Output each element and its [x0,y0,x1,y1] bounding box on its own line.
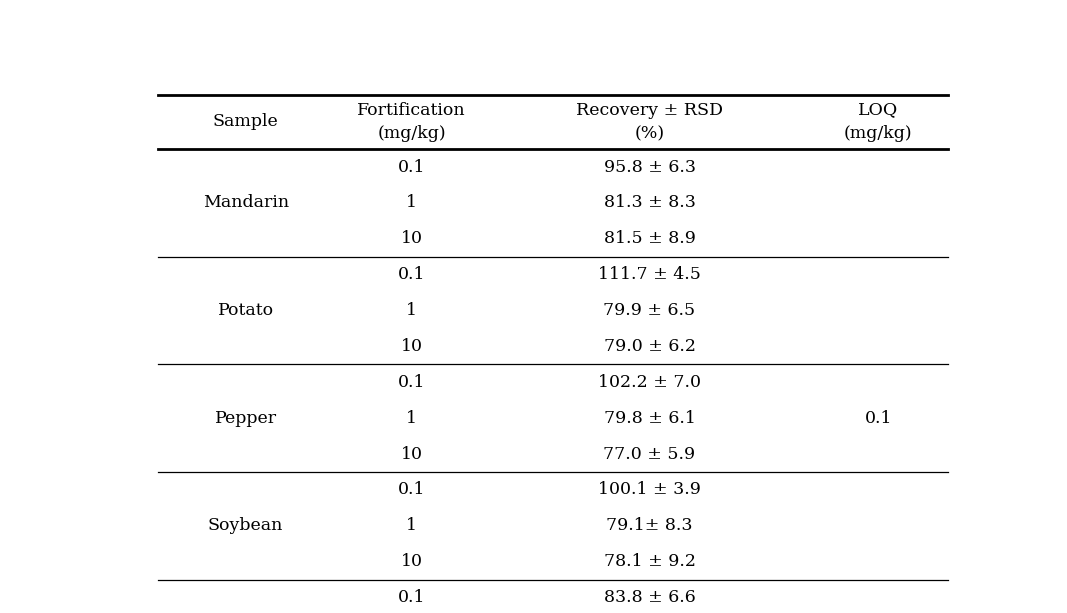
Text: 1: 1 [407,194,417,211]
Text: 111.7 ± 4.5: 111.7 ± 4.5 [599,266,701,283]
Text: (mg/kg): (mg/kg) [844,125,912,142]
Text: 0.1: 0.1 [398,159,426,175]
Text: 10: 10 [401,446,423,462]
Text: 79.9 ± 6.5: 79.9 ± 6.5 [604,302,696,319]
Text: 81.5 ± 8.9: 81.5 ± 8.9 [604,230,696,247]
Text: 10: 10 [401,230,423,247]
Text: 0.1: 0.1 [398,481,426,498]
Text: (mg/kg): (mg/kg) [378,125,446,142]
Text: Recovery ± RSD: Recovery ± RSD [576,102,723,119]
Text: Soybean: Soybean [208,517,284,535]
Text: 10: 10 [401,553,423,570]
Text: 79.0 ± 6.2: 79.0 ± 6.2 [604,338,696,355]
Text: (%): (%) [635,125,665,142]
Text: 83.8 ± 6.6: 83.8 ± 6.6 [604,589,696,606]
Text: LOQ: LOQ [858,102,898,119]
Text: Pepper: Pepper [214,409,276,427]
Text: 10: 10 [401,338,423,355]
Text: 0.1: 0.1 [864,409,892,427]
Text: 0.1: 0.1 [398,374,426,390]
Text: 95.8 ± 6.3: 95.8 ± 6.3 [604,159,696,175]
Text: Potato: Potato [218,302,274,319]
Text: 77.0 ± 5.9: 77.0 ± 5.9 [604,446,696,462]
Text: 100.1 ± 3.9: 100.1 ± 3.9 [599,481,701,498]
Text: 1: 1 [407,517,417,535]
Text: 1: 1 [407,302,417,319]
Text: Sample: Sample [212,113,278,131]
Text: Mandarin: Mandarin [203,194,289,211]
Text: 1: 1 [407,409,417,427]
Text: 78.1 ± 9.2: 78.1 ± 9.2 [604,553,696,570]
Text: 79.8 ± 6.1: 79.8 ± 6.1 [604,409,696,427]
Text: 0.1: 0.1 [398,589,426,606]
Text: Fortification: Fortification [357,102,466,119]
Text: 102.2 ± 7.0: 102.2 ± 7.0 [598,374,701,390]
Text: 0.1: 0.1 [398,266,426,283]
Text: 81.3 ± 8.3: 81.3 ± 8.3 [604,194,696,211]
Text: 79.1± 8.3: 79.1± 8.3 [606,517,692,535]
